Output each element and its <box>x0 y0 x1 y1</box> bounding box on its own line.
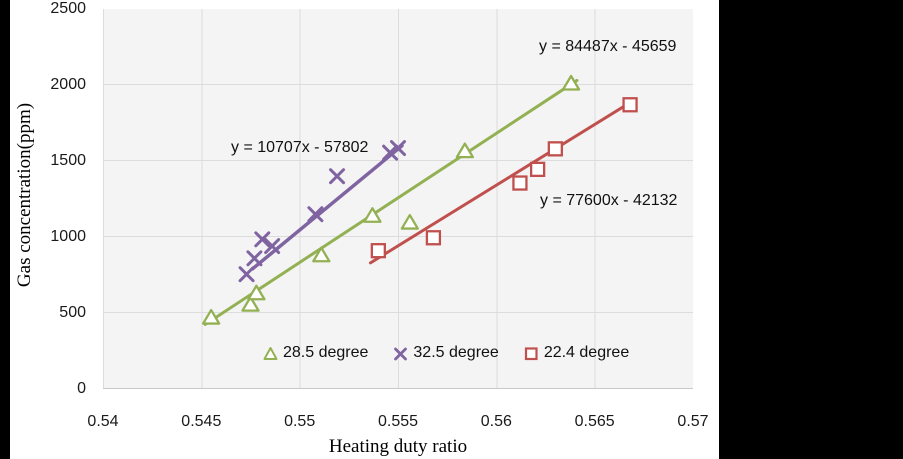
data-point-square <box>370 243 386 259</box>
legend-item-22-4-degree: 22.4 degree <box>524 343 629 363</box>
y-tick-label: 500 <box>59 304 86 321</box>
data-point-triangle <box>312 246 331 263</box>
trendline-equation-32-5-degree: y = 10707x - 57802 <box>231 139 369 156</box>
data-point-triangle <box>400 213 419 230</box>
x-tick-label: 0.555 <box>377 413 419 430</box>
x-tick-label: 0.565 <box>574 413 615 430</box>
data-point-triangle <box>241 295 260 312</box>
data-point-x <box>246 250 263 267</box>
data-point-triangle <box>202 308 221 325</box>
trendline-triangle <box>203 78 579 326</box>
data-point-x <box>238 266 255 283</box>
legend-label: 28.5 degree <box>283 344 369 361</box>
data-point-x <box>390 140 406 157</box>
x-tick-label: 0.54 <box>87 413 119 430</box>
triangle-marker-icon <box>263 346 278 361</box>
x-tick-label: 0.56 <box>480 413 512 430</box>
data-point-x <box>329 168 346 185</box>
y-tick-label: 2500 <box>50 0 86 17</box>
data-point-x <box>254 231 271 248</box>
legend-item-28-5-degree: 28.5 degree <box>263 343 368 363</box>
data-point-square <box>529 161 546 178</box>
y-tick-label: 1500 <box>50 152 86 169</box>
data-point-x <box>264 238 281 255</box>
data-point-square <box>512 175 528 191</box>
data-point-square <box>622 97 638 113</box>
data-point-triangle <box>247 284 266 301</box>
data-point-square <box>547 141 563 157</box>
legend: 28.5 degree 32.5 degree 22.4 degree <box>263 343 629 363</box>
data-point-x <box>382 144 399 161</box>
trendline-equation-28-5-degree: y = 84487x - 45659 <box>539 38 677 55</box>
data-point-triangle <box>363 207 382 223</box>
data-point-x <box>307 206 324 223</box>
x-tick-label: 0.55 <box>284 413 316 430</box>
y-tick-label: 0 <box>77 380 86 397</box>
data-point-triangle <box>561 74 581 91</box>
y-tick-label: 1000 <box>50 228 86 245</box>
data-point-square <box>425 230 442 246</box>
x-tick-label: 0.545 <box>181 413 222 430</box>
x-tick-label: 0.57 <box>677 413 709 430</box>
y-tick-label: 2000 <box>50 76 86 93</box>
data-point-triangle <box>455 142 475 159</box>
legend-item-32-5-degree: 32.5 degree <box>393 343 499 363</box>
legend-label: 32.5 degree <box>413 344 499 361</box>
legend-label: 22.4 degree <box>543 344 630 361</box>
square-marker-icon <box>524 346 539 361</box>
trendline-x <box>250 144 404 271</box>
x-marker-icon <box>393 346 408 361</box>
trendline-equation-22-4-degree: y = 77600x - 42132 <box>540 192 678 209</box>
y-axis-title: Gas concentration(ppm) <box>14 102 35 288</box>
plot-area <box>103 9 693 389</box>
trendline-square <box>368 98 636 265</box>
x-axis-title: Heating duty ratio <box>328 436 468 457</box>
